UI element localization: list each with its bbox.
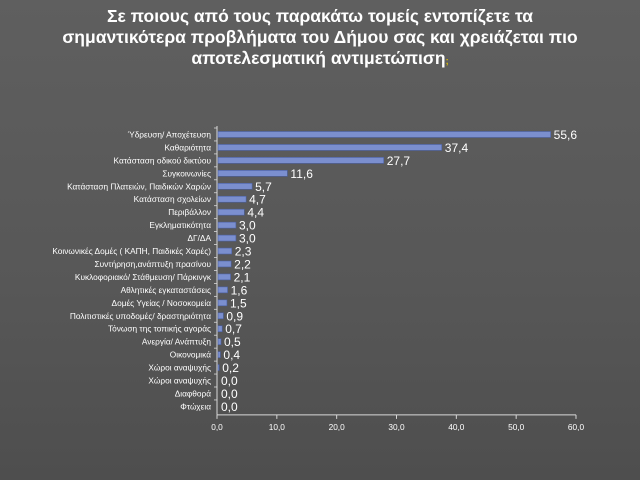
category-label: Συγκοινωνίες: [162, 168, 211, 178]
category-label: Περιβάλλον: [168, 207, 211, 217]
category-label: Φτώχεια: [180, 401, 211, 411]
bar: [217, 144, 443, 151]
category-label: Κοινωνικές Δομές ( ΚΑΠΗ, Παιδικές Χαρές): [52, 246, 211, 256]
bar: [217, 286, 228, 294]
category-label: Κατάσταση οδικού δικτύου: [114, 155, 212, 165]
x-tick-label: 30,0: [388, 422, 405, 432]
x-tick-label: 60,0: [568, 422, 585, 432]
value-label: 1,5: [230, 296, 247, 310]
value-label: 2,3: [235, 245, 252, 259]
x-tick-label: 40,0: [448, 422, 465, 432]
category-label: Δομές Υγείας / Νοσοκομεία: [112, 298, 212, 308]
value-label: 2,1: [234, 270, 251, 284]
value-label: 0,0: [221, 374, 238, 388]
x-tick-label: 20,0: [329, 422, 346, 432]
value-label: 0,2: [222, 361, 239, 375]
value-label: 3,0: [239, 232, 256, 246]
category-label: Ύδρευση/ Αποχέτευση: [128, 129, 212, 139]
x-tick-label: 0,0: [211, 422, 223, 432]
value-label: 4,7: [249, 193, 266, 207]
category-label: Κατάσταση σχολείων: [134, 194, 211, 204]
value-label: 3,0: [239, 219, 256, 233]
value-label: 37,4: [445, 141, 469, 155]
bar: [217, 195, 247, 203]
bar: [217, 260, 232, 268]
bar: [217, 312, 224, 320]
category-label: Καθαριότητα: [164, 142, 211, 152]
value-label: 1,6: [231, 283, 248, 297]
value-label: 5,7: [255, 180, 272, 194]
value-label: 0,5: [224, 335, 241, 349]
bar: [217, 338, 222, 345]
value-label: 0,4: [223, 348, 240, 362]
bar: [217, 170, 288, 177]
bar: [217, 208, 245, 216]
category-label: Συντήρηση,ανάπτυξη πρασίνου: [94, 259, 211, 269]
bar: [217, 351, 221, 358]
bar: [217, 182, 253, 190]
category-label: Χώροι αναψυχής: [148, 363, 211, 373]
chart-title: Σε ποιους από τους παρακάτω τομείς εντοπ…: [40, 6, 600, 72]
bar: [217, 131, 551, 138]
bar: [217, 299, 228, 307]
x-tick-label: 50,0: [508, 422, 525, 432]
category-label: Διαφθορά: [175, 388, 212, 398]
category-label: Ανεργία/ Ανάπτυξη: [142, 337, 211, 347]
category-label: Χώροι αναψυχής: [148, 376, 211, 386]
x-tick-label: 10,0: [269, 422, 286, 432]
category-label: Τόνωση της τοπικής αγοράς: [108, 324, 211, 334]
category-label: Κυκλοφοριακό/ Στάθμευση/ Πάρκινγκ: [75, 272, 212, 282]
title-trailing-mark: ;: [445, 56, 449, 66]
value-label: 0,9: [226, 309, 243, 323]
category-label: Πολιτιστικές υποδομές/ δραστηριότητα: [70, 311, 211, 321]
category-label: Κατάσταση Πλατειών, Παιδικών Χαρών: [67, 181, 211, 191]
value-label: 11,6: [290, 167, 313, 181]
bar: [217, 157, 385, 164]
value-label: 55,6: [554, 128, 578, 142]
category-label: Εγκληματικότητα: [149, 220, 211, 230]
value-label: 27,7: [387, 154, 411, 168]
value-label: 2,2: [234, 257, 251, 271]
bar: [217, 364, 220, 371]
title-line-2: σημαντικότερα προβλήματα του Δήμου σας κ…: [62, 27, 578, 47]
category-label: Οικονομικά: [170, 350, 211, 360]
title-line-3-text: αποτελεσματική αντιμετώπιση: [191, 48, 446, 68]
value-label: 0,0: [221, 387, 238, 401]
title-line-1: Σε ποιους από τους παρακάτω τομείς εντοπ…: [106, 6, 534, 26]
bar: [217, 221, 237, 229]
category-label: ΔΓ/ΔΑ: [188, 233, 212, 243]
title-line-3: αποτελεσματική αντιμετώπιση;: [40, 48, 600, 72]
bar: [217, 234, 237, 242]
value-label: 0,7: [225, 322, 242, 336]
category-label: Αθλητικές εγκαταστάσεις: [121, 285, 211, 295]
bar: [217, 247, 233, 255]
bar: [217, 325, 223, 333]
value-label: 4,4: [247, 206, 264, 220]
value-label: 0,0: [221, 400, 238, 414]
bar: [217, 273, 231, 281]
